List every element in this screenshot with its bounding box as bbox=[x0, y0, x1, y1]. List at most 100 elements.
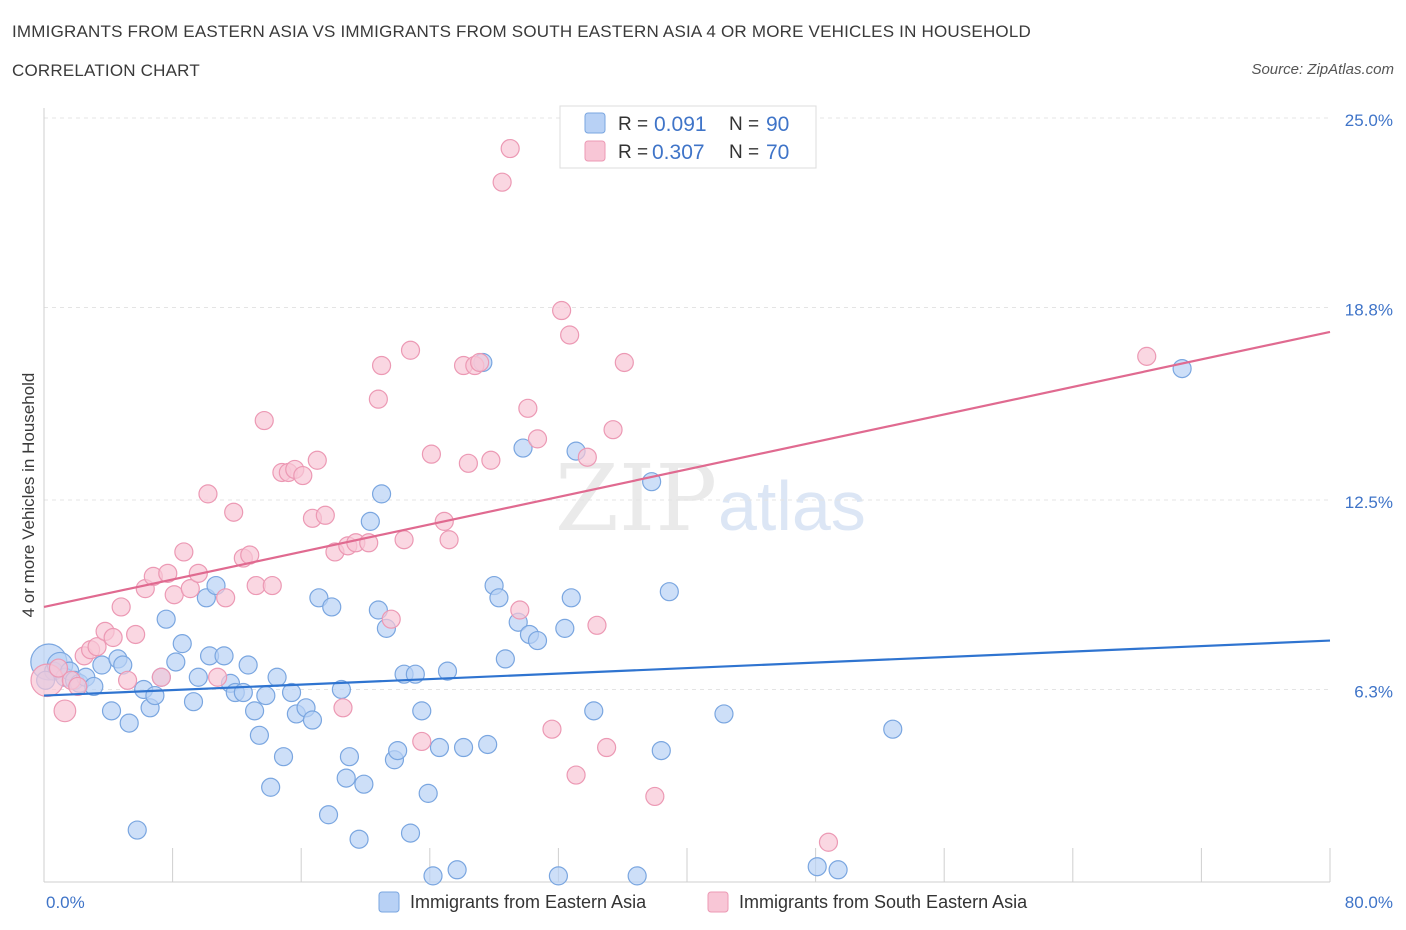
data-point-eastern-asia bbox=[423, 866, 443, 886]
data-point-south-eastern-asia bbox=[371, 355, 392, 376]
data-point-south-eastern-asia bbox=[645, 786, 665, 807]
legend-n-label-1: N = bbox=[729, 114, 759, 135]
data-point-eastern-asia bbox=[349, 829, 369, 849]
data-point-south-eastern-asia bbox=[412, 731, 432, 752]
data-point-eastern-asia bbox=[883, 719, 903, 739]
data-point-south-eastern-asia bbox=[394, 530, 414, 550]
data-point-south-eastern-asia bbox=[246, 575, 266, 596]
legend-r-value-2: 0.307 bbox=[652, 141, 705, 164]
legend-swatch-pink bbox=[584, 140, 606, 162]
data-point-eastern-asia bbox=[188, 667, 208, 687]
data-point-south-eastern-asia bbox=[614, 352, 634, 373]
data-point-eastern-asia bbox=[360, 511, 380, 531]
data-point-eastern-asia bbox=[249, 725, 270, 745]
source-label: Source: ZipAtlas.com bbox=[1251, 61, 1394, 78]
bottom-legend-label-blue: Immigrants from Eastern Asia bbox=[410, 892, 647, 912]
data-point-south-eastern-asia bbox=[103, 627, 123, 648]
data-point-eastern-asia bbox=[400, 823, 421, 843]
data-point-south-eastern-asia bbox=[560, 325, 580, 345]
data-point-south-eastern-asia bbox=[439, 530, 459, 550]
data-point-eastern-asia bbox=[412, 701, 432, 721]
data-point-eastern-asia bbox=[555, 618, 575, 638]
data-point-south-eastern-asia bbox=[262, 575, 282, 596]
data-point-south-eastern-asia bbox=[164, 585, 184, 605]
data-point-eastern-asia bbox=[261, 777, 281, 797]
data-point-south-eastern-asia bbox=[500, 138, 520, 159]
data-point-eastern-asia bbox=[156, 609, 176, 629]
data-point-south-eastern-asia bbox=[254, 410, 274, 431]
data-point-south-eastern-asia bbox=[492, 172, 512, 192]
data-point-south-eastern-asia bbox=[224, 502, 244, 522]
data-point-eastern-asia bbox=[183, 692, 204, 712]
data-point-south-eastern-asia bbox=[818, 832, 839, 852]
data-point-south-eastern-asia bbox=[68, 676, 88, 697]
data-point-eastern-asia bbox=[322, 597, 342, 617]
axes bbox=[43, 108, 1331, 883]
watermark: ZIP atlas bbox=[555, 445, 866, 552]
data-point-south-eastern-asia bbox=[552, 300, 572, 321]
data-point-eastern-asia bbox=[659, 582, 679, 602]
data-point-eastern-asia bbox=[238, 655, 258, 675]
data-point-south-eastern-asia bbox=[48, 658, 69, 678]
data-point-south-eastern-asia bbox=[510, 600, 530, 620]
data-point-eastern-asia bbox=[354, 774, 374, 794]
data-point-eastern-asia bbox=[418, 783, 438, 803]
data-point-eastern-asia bbox=[513, 438, 533, 458]
x-tick-label: 80.0% bbox=[1345, 893, 1393, 912]
data-point-eastern-asia bbox=[267, 667, 287, 687]
legend-r-label-2: R = bbox=[618, 142, 648, 163]
data-point-eastern-asia bbox=[489, 588, 509, 608]
legend-n-value-2: 70 bbox=[766, 141, 789, 164]
tick-labels: 6.3% 12.5% 18.8% 25.0% 0.0% 80.0% bbox=[46, 111, 1393, 912]
chart-subtitle: CORRELATION CHART bbox=[12, 61, 200, 80]
data-point-eastern-asia bbox=[127, 820, 147, 840]
legend-r-value-1: 0.091 bbox=[654, 113, 707, 136]
data-point-south-eastern-asia bbox=[333, 698, 353, 718]
data-point-south-eastern-asia bbox=[470, 352, 490, 373]
bottom-legend-swatch-pink bbox=[707, 891, 729, 913]
data-point-south-eastern-asia bbox=[216, 588, 236, 608]
data-point-eastern-asia bbox=[584, 701, 604, 721]
data-point-south-eastern-asia bbox=[597, 737, 617, 758]
data-point-south-eastern-asia bbox=[1137, 346, 1157, 366]
y-tick-label: 6.3% bbox=[1354, 682, 1393, 701]
data-point-eastern-asia bbox=[339, 747, 360, 767]
data-point-south-eastern-asia bbox=[198, 484, 218, 504]
data-point-eastern-asia bbox=[828, 860, 848, 880]
data-point-eastern-asia bbox=[92, 655, 112, 675]
data-point-south-eastern-asia bbox=[180, 579, 200, 599]
data-point-south-eastern-asia bbox=[174, 542, 194, 562]
data-point-eastern-asia bbox=[101, 701, 122, 721]
data-point-eastern-asia bbox=[714, 704, 734, 724]
data-point-south-eastern-asia bbox=[53, 699, 77, 723]
data-point-south-eastern-asia bbox=[208, 667, 228, 687]
data-point-eastern-asia bbox=[214, 646, 234, 666]
data-point-south-eastern-asia bbox=[368, 389, 388, 409]
grid bbox=[44, 117, 1330, 690]
data-point-south-eastern-asia bbox=[542, 719, 562, 739]
trend-line-south-eastern-asia bbox=[43, 330, 1331, 609]
data-point-eastern-asia bbox=[318, 805, 339, 825]
data-point-eastern-asia bbox=[336, 768, 356, 788]
data-point-south-eastern-asia bbox=[111, 597, 131, 617]
data-point-south-eastern-asia bbox=[158, 563, 178, 583]
data-point-south-eastern-asia bbox=[566, 765, 586, 785]
data-point-eastern-asia bbox=[561, 588, 581, 608]
data-point-south-eastern-asia bbox=[307, 450, 327, 470]
bottom-legend-label-pink: Immigrants from South Eastern Asia bbox=[739, 892, 1028, 912]
data-point-south-eastern-asia bbox=[126, 624, 146, 645]
y-axis-label: 4 or more Vehicles in Household bbox=[19, 373, 38, 618]
trend-line-eastern-asia bbox=[43, 639, 1331, 697]
data-point-south-eastern-asia bbox=[577, 447, 597, 467]
legend-n-value-1: 90 bbox=[766, 113, 789, 136]
data-point-south-eastern-asia bbox=[381, 609, 401, 629]
trend-lines bbox=[43, 330, 1331, 697]
y-tick-label: 18.8% bbox=[1345, 300, 1393, 319]
bottom-legend: Immigrants from Eastern Asia Immigrants … bbox=[378, 891, 1028, 913]
data-point-south-eastern-asia bbox=[87, 637, 107, 657]
data-point-eastern-asia bbox=[453, 737, 474, 758]
data-point-eastern-asia bbox=[244, 701, 265, 721]
data-point-south-eastern-asia bbox=[458, 453, 478, 473]
data-point-eastern-asia bbox=[119, 713, 139, 733]
